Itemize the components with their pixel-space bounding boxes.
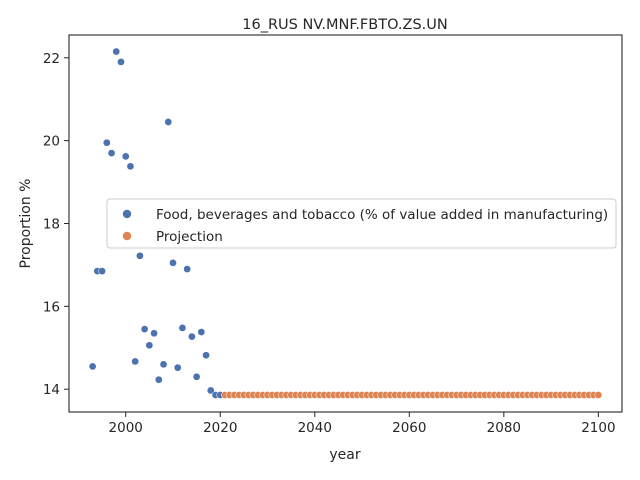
legend-box — [106, 198, 617, 249]
y-tick-label: 16 — [43, 299, 60, 315]
data-point — [173, 363, 182, 372]
points-layer — [88, 47, 603, 399]
x-tick-label: 2040 — [298, 420, 332, 436]
data-point — [192, 372, 201, 381]
data-point — [164, 118, 173, 126]
y-axis-ticks: 14 16 18 20 22 — [43, 51, 69, 398]
data-point — [112, 47, 121, 56]
y-axis-label: Proportion % — [18, 179, 34, 269]
x-tick-label: 2020 — [203, 420, 237, 436]
legend: Food, beverages and tobacco (% of value … — [106, 198, 617, 249]
data-point — [117, 58, 125, 66]
x-tick-label: 2000 — [109, 420, 143, 436]
chart-title: 16_RUS NV.MNF.FBTO.ZS.UN — [242, 17, 447, 33]
data-point — [188, 332, 196, 341]
data-point — [121, 152, 130, 161]
data-point — [98, 267, 106, 275]
legend-label-food-beverages-tobacco: Food, beverages and tobacco (% of value … — [156, 207, 608, 223]
legend-marker-projection — [122, 231, 132, 241]
data-point — [159, 360, 168, 369]
data-point — [145, 341, 154, 350]
data-point — [140, 325, 149, 333]
data-point — [206, 386, 215, 395]
x-tick-label: 2060 — [392, 420, 426, 436]
y-tick-label: 14 — [43, 382, 60, 398]
data-point — [136, 251, 144, 260]
plot-area: 2000 2020 2040 2060 2080 2100 14 16 18 20 22 — [43, 34, 623, 436]
y-tick-label: 18 — [43, 217, 60, 233]
data-point — [178, 324, 187, 332]
y-tick-label: 22 — [43, 51, 60, 67]
legend-label-projection: Projection — [156, 229, 223, 245]
y-tick-label: 20 — [43, 134, 60, 150]
legend-marker-food-beverages-tobacco — [122, 209, 132, 219]
data-point — [126, 162, 135, 171]
data-point — [154, 375, 163, 384]
data-point — [107, 149, 116, 157]
data-point — [202, 351, 210, 360]
data-point — [183, 265, 192, 273]
x-axis-label: year — [329, 447, 360, 463]
x-tick-label: 2080 — [487, 420, 521, 436]
data-point — [88, 362, 97, 371]
data-point — [169, 259, 177, 267]
data-point — [102, 138, 111, 147]
projection-point — [594, 391, 603, 399]
x-axis-ticks: 2000 2020 2040 2060 2080 2100 — [109, 412, 616, 436]
data-point — [197, 328, 206, 336]
x-tick-label: 2100 — [581, 420, 615, 436]
data-point — [131, 357, 140, 366]
data-point — [150, 329, 158, 338]
